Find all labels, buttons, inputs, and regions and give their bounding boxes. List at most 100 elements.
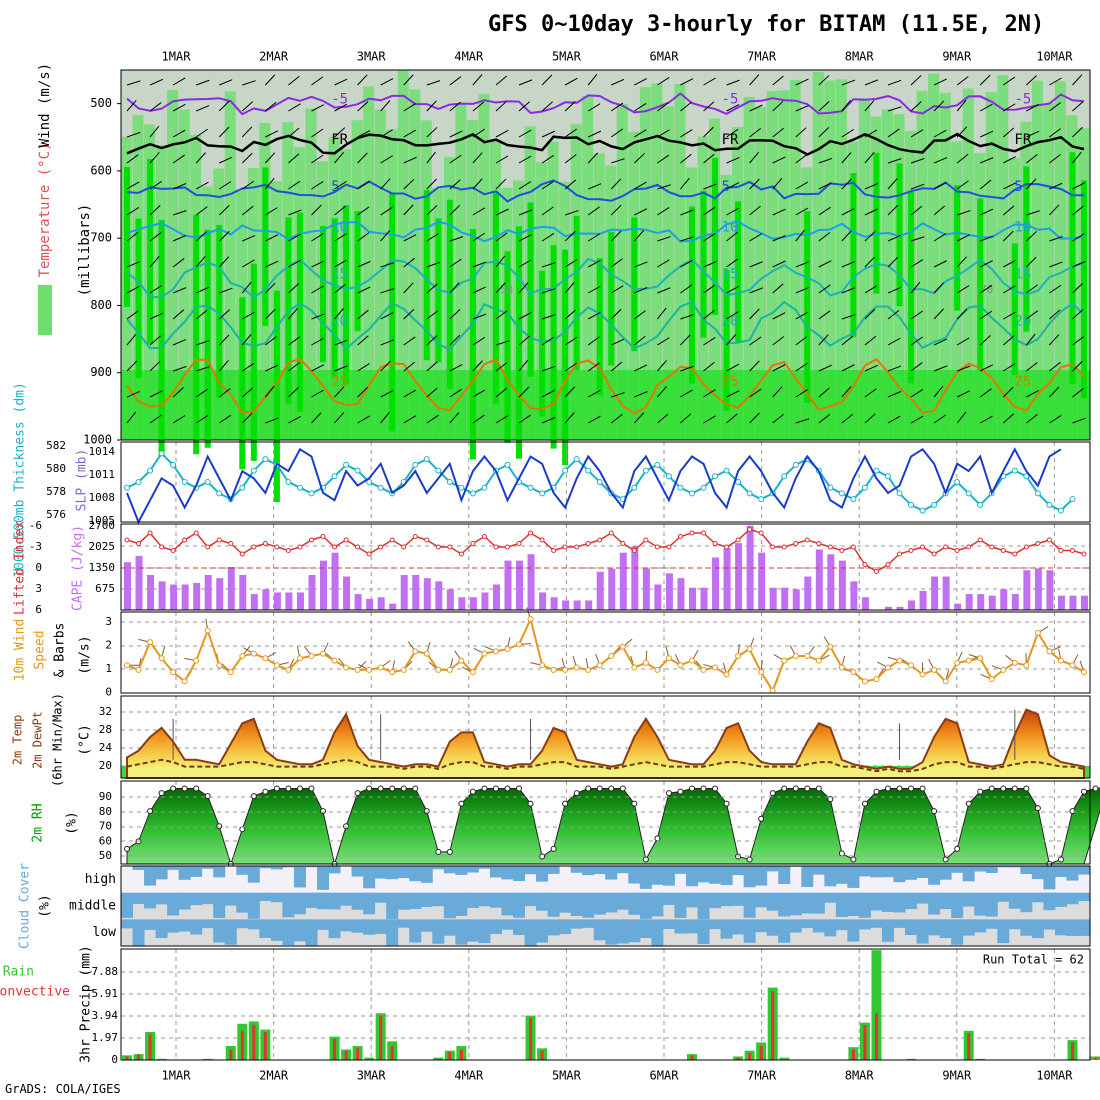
wind-barb bbox=[979, 310, 993, 320]
wind-barb bbox=[1025, 178, 1037, 190]
precip-panel-frame bbox=[120, 948, 1091, 1061]
wind-barb bbox=[472, 337, 485, 346]
wind-barb bbox=[726, 231, 738, 242]
wind-barb bbox=[795, 181, 809, 190]
cloud-bar bbox=[213, 892, 226, 918]
cloud-bar bbox=[247, 919, 260, 930]
cloud-bar bbox=[501, 892, 514, 916]
precip-total-bar bbox=[202, 1058, 213, 1060]
cloud-bar bbox=[559, 892, 572, 913]
thickness-line-point bbox=[296, 484, 303, 491]
thickness-line-point bbox=[469, 490, 476, 497]
wind-barb bbox=[334, 103, 348, 112]
thickness-line-point bbox=[135, 479, 142, 485]
wind-barb bbox=[541, 288, 556, 294]
wind-barb bbox=[726, 207, 740, 216]
rh-column bbox=[755, 107, 767, 440]
cloud-bar bbox=[570, 892, 583, 917]
cloud-bar bbox=[582, 919, 595, 928]
wind-barb bbox=[1026, 284, 1038, 294]
wind-barb bbox=[933, 100, 945, 112]
rh-core bbox=[1081, 180, 1087, 399]
wind-barb bbox=[265, 234, 279, 242]
rh2m-point bbox=[239, 826, 246, 833]
wind-barb bbox=[1026, 362, 1038, 372]
cloud-bar bbox=[962, 866, 975, 882]
li-point bbox=[781, 544, 787, 550]
wind-barb bbox=[979, 284, 993, 294]
wind-barb bbox=[611, 78, 625, 86]
wind-barb bbox=[841, 128, 854, 138]
wind-barb bbox=[426, 361, 438, 372]
temp-contour-label: -5 bbox=[1014, 92, 1031, 108]
cloud-bar bbox=[501, 866, 514, 880]
cloud-bar bbox=[801, 866, 814, 887]
wind10-line-point bbox=[170, 669, 177, 676]
wind-barb bbox=[772, 336, 785, 346]
wind-barb bbox=[749, 412, 760, 424]
wind-barb bbox=[149, 256, 160, 268]
wind-barb bbox=[772, 364, 786, 372]
wind10-line-point bbox=[884, 664, 891, 671]
li-point bbox=[262, 541, 268, 546]
wind-barb bbox=[426, 178, 437, 190]
wind-barb bbox=[910, 336, 923, 346]
cloud-level-label: middle bbox=[69, 899, 116, 914]
thickness-line-point bbox=[539, 490, 546, 497]
wind-barb bbox=[933, 414, 946, 424]
wind-barb bbox=[449, 388, 462, 398]
rh-core bbox=[389, 192, 396, 432]
rh2m-point bbox=[1011, 785, 1018, 792]
upper-ytick: 500 bbox=[90, 96, 112, 110]
thickness-line-point bbox=[308, 490, 315, 497]
thickness-line-point bbox=[250, 467, 257, 474]
wind-barb bbox=[495, 362, 508, 372]
wind-barb bbox=[495, 340, 510, 346]
li-point bbox=[920, 544, 926, 550]
rh2m-point bbox=[1023, 785, 1030, 792]
li-point bbox=[389, 537, 395, 543]
wind-barb bbox=[241, 152, 253, 164]
wind-barb bbox=[172, 387, 184, 398]
wind-barb bbox=[311, 181, 324, 190]
wind10-line-point bbox=[931, 666, 938, 673]
cloud-level-label: low bbox=[93, 925, 117, 940]
wind-barb bbox=[403, 336, 416, 346]
rh2m-point bbox=[400, 785, 407, 792]
li-point bbox=[136, 541, 142, 546]
wind-barb bbox=[980, 208, 994, 216]
cloud-bar bbox=[1043, 866, 1056, 890]
wind-barb bbox=[380, 206, 393, 216]
slp-label: SLP (mb) bbox=[75, 449, 90, 512]
thickness-line-point bbox=[654, 461, 661, 468]
cape-bar bbox=[135, 555, 143, 610]
wind-barb bbox=[841, 335, 854, 346]
wind-barb bbox=[703, 361, 715, 372]
thickness-line-point bbox=[412, 461, 419, 468]
rh-column bbox=[1054, 81, 1066, 440]
thickness-line-point bbox=[908, 501, 915, 508]
rh2m-point bbox=[631, 800, 638, 807]
cape-bar bbox=[1081, 595, 1088, 610]
wind10-line-point bbox=[654, 666, 661, 673]
rh-column bbox=[582, 95, 594, 440]
cloud-bar bbox=[939, 892, 952, 910]
cape-bar bbox=[389, 603, 397, 610]
rh2m-point bbox=[792, 785, 799, 792]
wind-barb bbox=[380, 312, 394, 320]
rh-column bbox=[997, 75, 1009, 440]
rh-core bbox=[492, 191, 499, 405]
wind10-line-point bbox=[1011, 659, 1018, 666]
wind-barb bbox=[979, 260, 993, 268]
li-point bbox=[1012, 551, 1018, 557]
wind-barb bbox=[172, 129, 186, 138]
wind-barb bbox=[380, 288, 395, 294]
wind-barb bbox=[818, 284, 831, 294]
wind-barb bbox=[910, 281, 921, 294]
wind-barb bbox=[541, 417, 556, 424]
cape-bar bbox=[354, 594, 362, 610]
wind-barb bbox=[657, 236, 671, 242]
wind-barb bbox=[426, 335, 438, 346]
wind-barb bbox=[864, 152, 875, 164]
wind-barb bbox=[1003, 285, 1016, 294]
